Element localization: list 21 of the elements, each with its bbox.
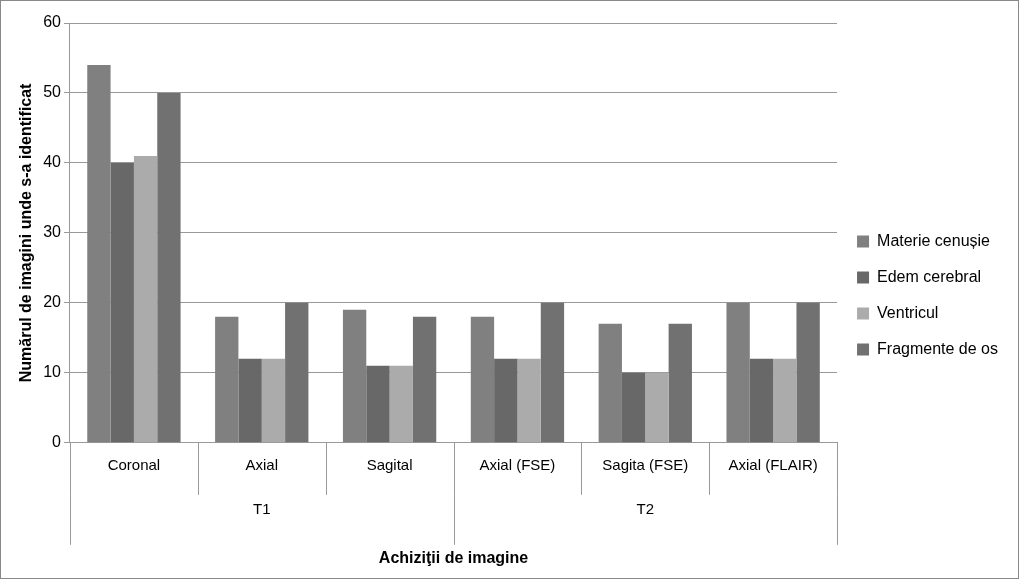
y-tick-label: 20 <box>43 293 62 311</box>
y-tick-label: 30 <box>43 223 62 241</box>
y-tick-label: 10 <box>43 363 62 381</box>
y-tick-label: 60 <box>43 13 62 31</box>
x-tick-label: Axial (FLAIR) <box>728 455 818 473</box>
text: T1 <box>253 499 271 517</box>
x-tick-label: Coronal <box>107 455 161 473</box>
x-axis-title: Achiziţii de imagine <box>378 548 529 566</box>
y-tick-label: 40 <box>43 153 62 171</box>
x-tick-label: Axial (FSE) <box>479 455 556 473</box>
x-tick-label: Sagital <box>366 455 413 473</box>
x-tick-label: Sagita (FSE) <box>602 455 689 473</box>
legend-label: Materie cenușie <box>877 231 991 249</box>
y-axis-title: Numărul de imagini unde s-a identificat <box>17 82 35 383</box>
legend-label: Edem cerebral <box>877 267 982 285</box>
text: T2 <box>636 499 655 517</box>
y-tick-label: 0 <box>52 433 62 451</box>
y-tick-label: 50 <box>43 83 62 101</box>
legend-label: Ventricul <box>877 303 939 321</box>
x-tick-label: Axial <box>245 455 279 473</box>
legend-label: Fragmente de os <box>877 339 998 357</box>
